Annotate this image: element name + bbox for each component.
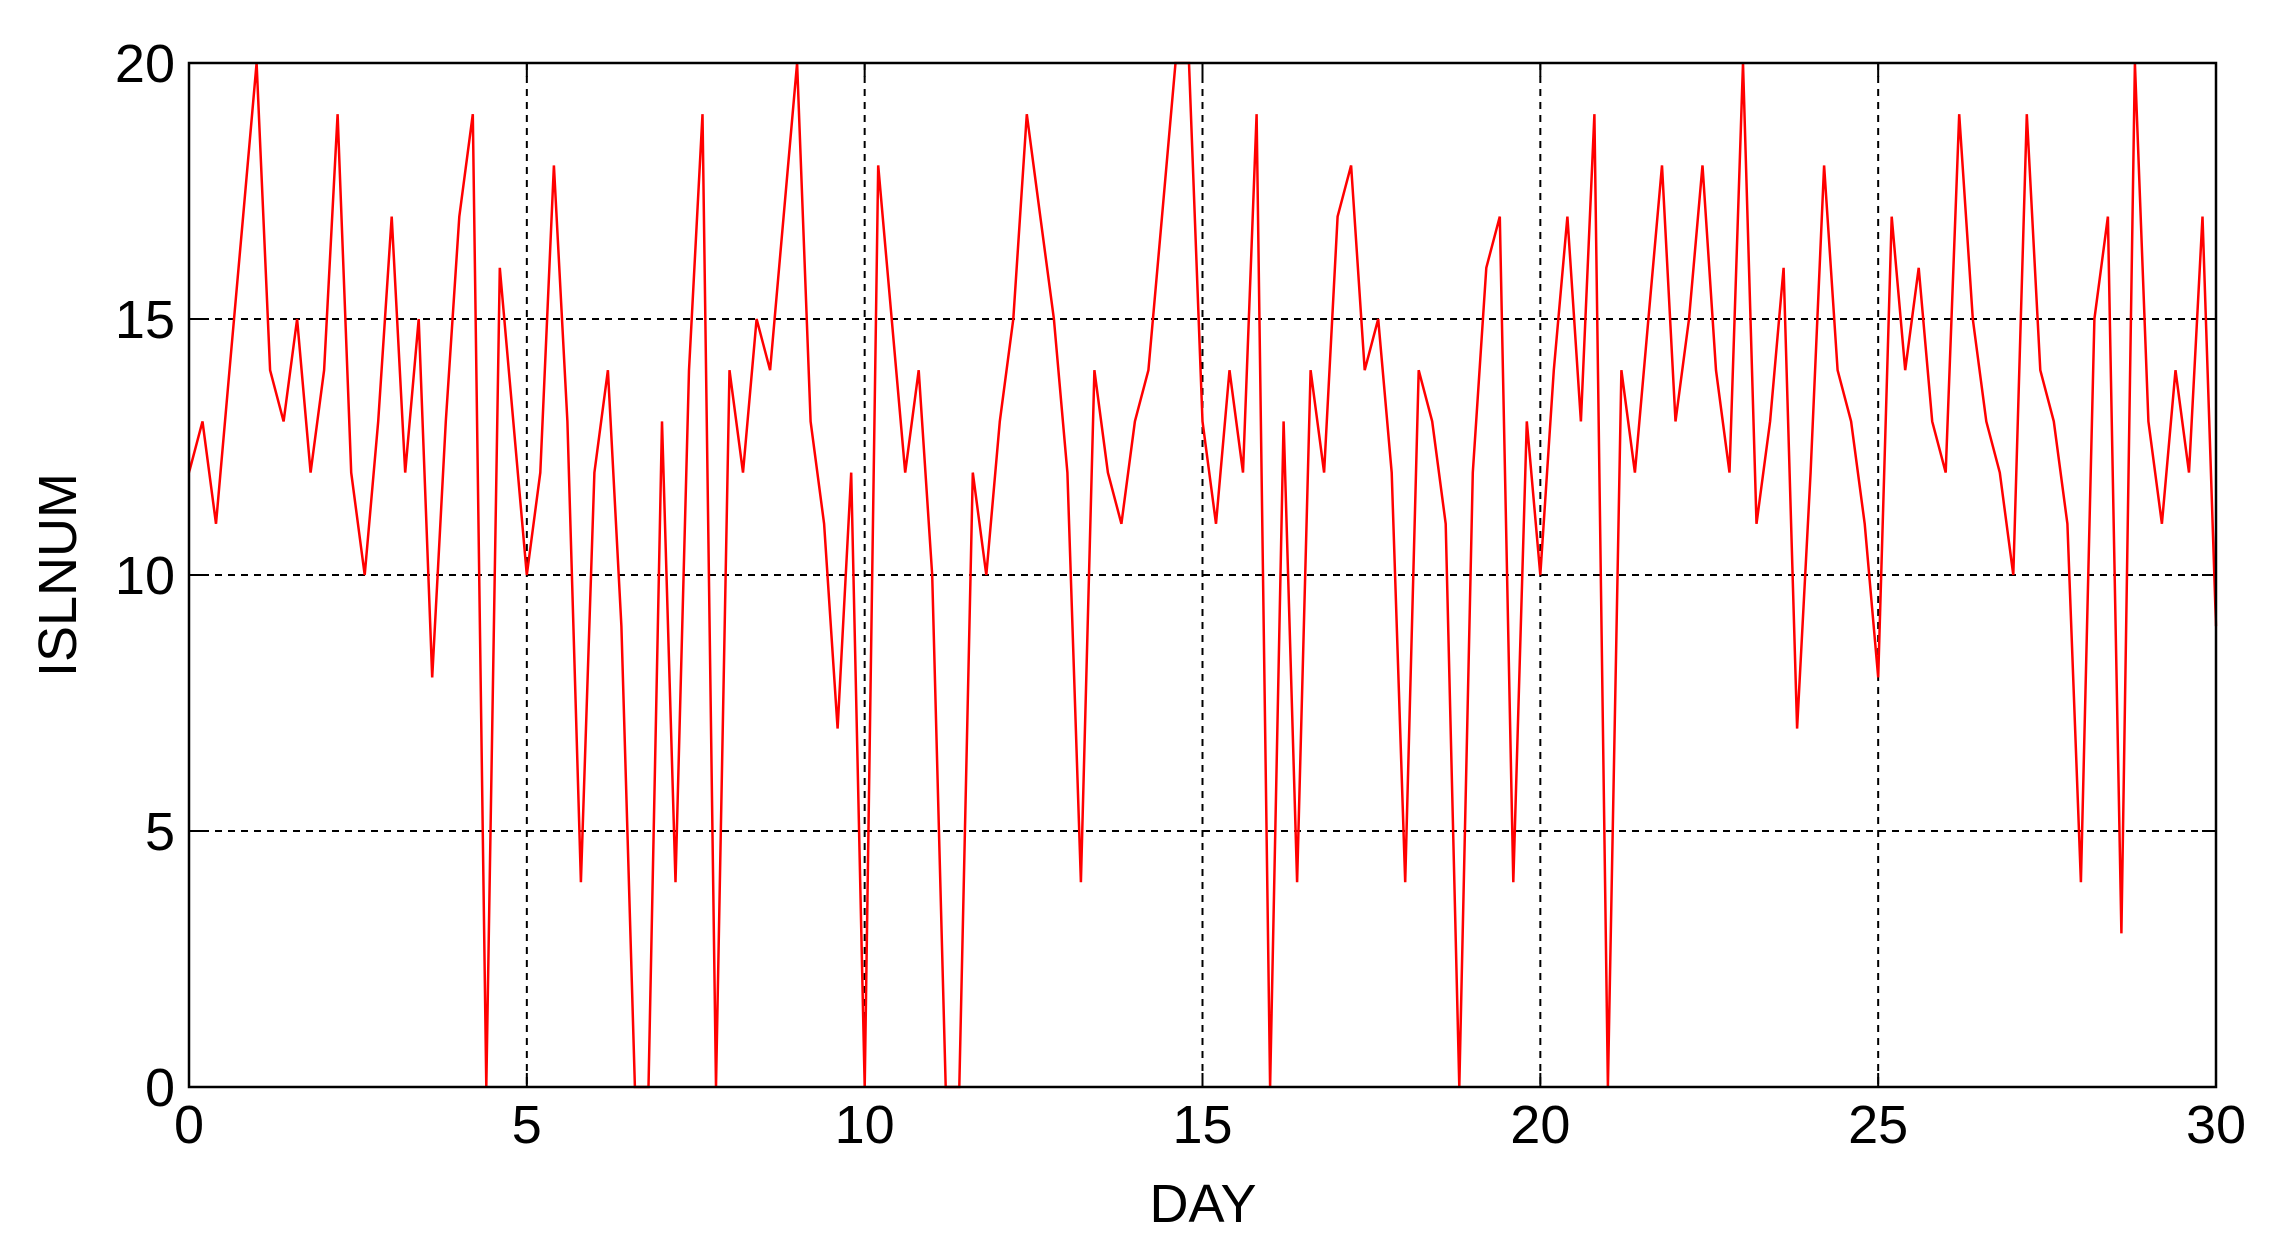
- x-tick-label: 15: [1172, 1095, 1232, 1155]
- y-tick-label: 15: [115, 290, 175, 350]
- y-tick-label: 0: [145, 1058, 175, 1118]
- x-axis-label: DAY: [1149, 1174, 1256, 1234]
- x-tick-label: 10: [835, 1095, 895, 1155]
- plot-frame: [187, 61, 2218, 1089]
- y-tick-label: 20: [115, 34, 175, 94]
- data-line: [187, 61, 2218, 1089]
- y-tick-label: 5: [145, 802, 175, 862]
- x-tick-label: 20: [1510, 1095, 1570, 1155]
- y-tick-label: 10: [115, 546, 175, 606]
- x-tick-label: 30: [2186, 1095, 2246, 1155]
- y-axis-label: ISLNUM: [28, 473, 88, 677]
- x-tick-label: 25: [1848, 1095, 1908, 1155]
- x-tick-label: 5: [512, 1095, 542, 1155]
- x-tick-label: 0: [174, 1095, 204, 1155]
